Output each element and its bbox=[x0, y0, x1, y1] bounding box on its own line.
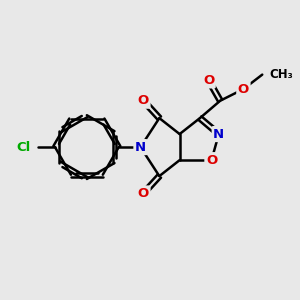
Text: O: O bbox=[238, 82, 249, 96]
Text: O: O bbox=[138, 94, 149, 107]
Text: CH₃: CH₃ bbox=[269, 68, 293, 81]
Text: O: O bbox=[206, 154, 217, 166]
Text: O: O bbox=[203, 74, 214, 87]
Text: N: N bbox=[135, 141, 146, 154]
Text: N: N bbox=[213, 128, 224, 141]
Text: O: O bbox=[138, 187, 149, 200]
Text: Cl: Cl bbox=[16, 141, 30, 154]
